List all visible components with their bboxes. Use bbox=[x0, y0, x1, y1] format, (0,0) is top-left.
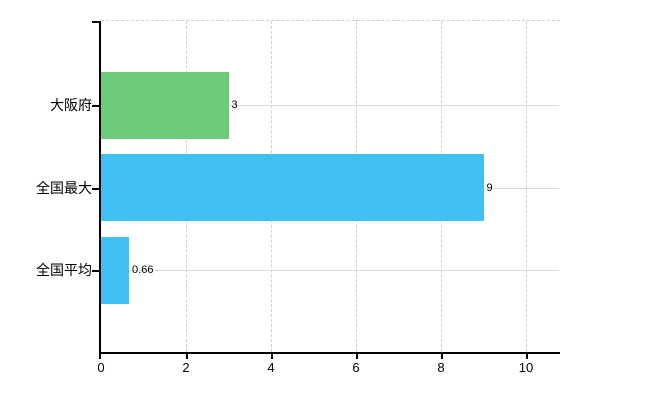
category-label: 全国平均 bbox=[36, 262, 92, 278]
x-tick bbox=[441, 354, 443, 359]
gridline-horizontal bbox=[101, 105, 559, 106]
x-tick bbox=[526, 354, 528, 359]
gridline-vertical bbox=[526, 21, 527, 352]
bar-value-label: 0.66 bbox=[132, 264, 154, 276]
x-tick-label: 10 bbox=[518, 360, 534, 375]
x-axis-line bbox=[99, 352, 560, 354]
y-tick bbox=[92, 21, 99, 23]
bar bbox=[101, 154, 484, 221]
x-tick-label: 0 bbox=[97, 360, 105, 375]
bar-value-label: 3 bbox=[231, 99, 238, 111]
x-tick-label: 8 bbox=[437, 360, 445, 375]
gridline-horizontal bbox=[101, 270, 559, 271]
y-tick bbox=[92, 270, 99, 272]
x-tick-label: 4 bbox=[267, 360, 275, 375]
y-tick bbox=[92, 105, 99, 107]
category-label: 全国最大 bbox=[36, 179, 92, 196]
category-label: 大阪府 bbox=[50, 97, 92, 113]
plot-top-border bbox=[101, 20, 560, 21]
x-tick-label: 2 bbox=[182, 360, 190, 375]
bar bbox=[101, 71, 229, 139]
y-tick bbox=[92, 187, 99, 190]
x-tick bbox=[271, 354, 273, 359]
x-tick bbox=[186, 354, 188, 359]
y-axis-line bbox=[99, 21, 101, 359]
x-tick bbox=[356, 354, 358, 359]
bar bbox=[101, 236, 130, 304]
x-tick-label: 6 bbox=[352, 360, 360, 375]
bar-value-label: 9 bbox=[486, 181, 493, 194]
